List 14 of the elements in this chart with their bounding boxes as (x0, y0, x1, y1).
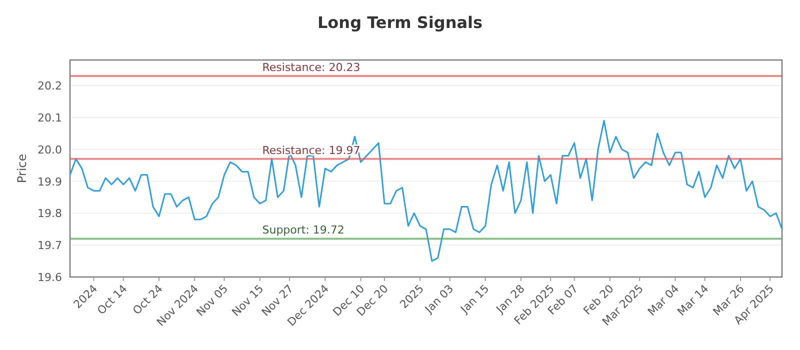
line-series (69, 120, 783, 262)
y-tick-label: 19.9 (38, 175, 62, 188)
x-tick-label: Jan 15 (457, 282, 492, 316)
y-tick-label: 19.7 (38, 239, 62, 252)
ref-line-label: Support: 19.72 (262, 224, 344, 237)
chart-title: Long Term Signals (317, 13, 483, 32)
y-axis-title: Price (15, 154, 29, 184)
y-tick-label: 19.6 (38, 271, 62, 284)
x-tick-label: Jan 03 (422, 282, 456, 316)
y-tick-label: 20.0 (38, 143, 62, 156)
y-tick-label: 20.2 (38, 80, 62, 93)
y-tick-label: 19.8 (38, 207, 62, 220)
ref-line-label: Resistance: 20.23 (262, 60, 360, 74)
y-tick-label: 20.1 (38, 111, 62, 124)
